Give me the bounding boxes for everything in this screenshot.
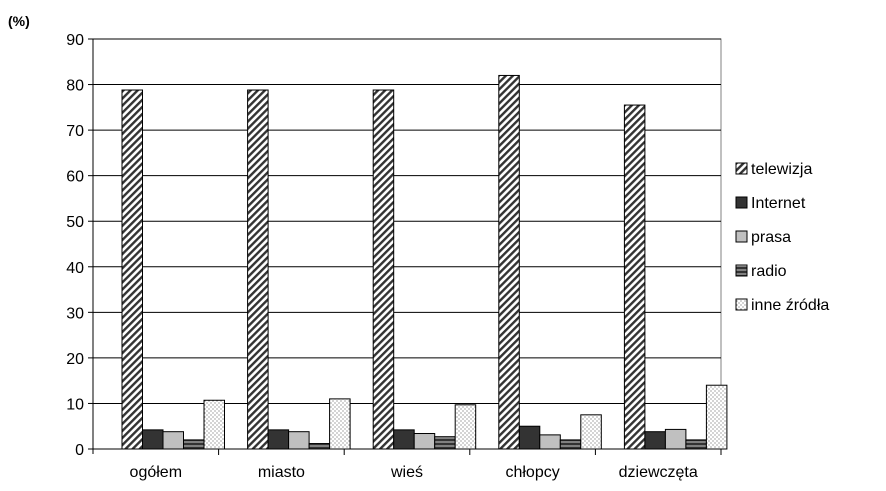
legend-label: Internet — [751, 195, 806, 212]
axes: 0 10 20 30 40 50 60 70 80 90 ogółem miasto wieś chłop… — [66, 32, 722, 481]
bar-Internet — [393, 429, 415, 450]
bar-prasa — [288, 431, 310, 450]
y-tick-label: 70 — [66, 123, 84, 140]
legend-swatch — [735, 196, 748, 209]
y-tick-label: 40 — [66, 260, 84, 277]
bar-prasa — [413, 433, 436, 450]
y-tick-label: 50 — [66, 214, 84, 231]
bar-Internet — [518, 425, 541, 450]
bar-inne-źródła — [329, 398, 351, 450]
x-category-label: wieś — [390, 464, 423, 481]
bar-telewizja — [498, 74, 520, 450]
y-unit-label: (%) — [8, 13, 30, 29]
legend: telewizja Internet prasa radio inne źródła — [735, 161, 829, 314]
bar-inne-źródła — [580, 414, 602, 450]
x-category-label: dziewczęta — [619, 464, 698, 481]
bar-Internet — [644, 431, 666, 450]
x-category-label: chłopcy — [505, 464, 559, 481]
legend-swatch — [735, 264, 748, 277]
bar-prasa — [539, 434, 561, 450]
plot-area — [92, 38, 722, 450]
y-tick-label: 90 — [66, 32, 84, 49]
bar-Internet — [267, 429, 290, 450]
bar-telewizja — [372, 89, 395, 450]
legend-label: radio — [751, 263, 787, 280]
x-category-label: ogółem — [130, 464, 182, 481]
bar-radio — [559, 439, 582, 450]
bar-radio — [183, 439, 205, 450]
bar-radio — [685, 439, 707, 450]
bar-telewizja — [247, 89, 269, 450]
legend-label: prasa — [751, 229, 791, 246]
bar-Internet — [142, 429, 164, 450]
bar-telewizja — [623, 104, 646, 450]
y-tick-label: 10 — [66, 396, 84, 413]
bar-inne-źródła — [454, 404, 477, 450]
x-category-label: miasto — [258, 464, 305, 481]
y-tick-label: 20 — [66, 351, 84, 368]
y-tick-label: 80 — [66, 78, 84, 95]
legend-label: telewizja — [751, 161, 812, 178]
plot-frame — [92, 38, 722, 450]
legend-label: inne źródła — [751, 297, 829, 314]
legend-swatch — [735, 162, 748, 175]
bar-radio — [308, 443, 331, 450]
bar-inne-źródła — [203, 399, 225, 450]
legend-swatch — [735, 230, 748, 243]
y-tick-label: 0 — [75, 442, 84, 459]
bar-prasa — [162, 431, 184, 450]
bar-telewizja — [121, 89, 143, 450]
y-tick-label: 60 — [66, 169, 84, 186]
legend-swatch — [735, 298, 748, 311]
bar-inne-źródła — [705, 384, 728, 450]
bars — [121, 74, 728, 450]
bar-prasa — [664, 428, 687, 450]
bar-radio — [434, 436, 456, 450]
y-tick-label: 30 — [66, 305, 84, 322]
